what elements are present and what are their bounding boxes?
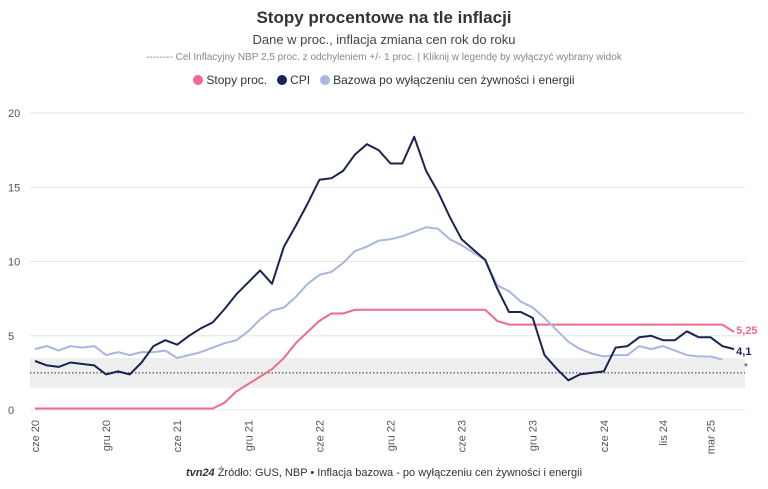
series-line-2 [34,226,723,361]
end-label: 5,25 [736,325,757,337]
series-line-1 [34,135,735,382]
legend-dot-icon [277,75,288,85]
legend-item-rates[interactable]: Stopy proc. [193,73,267,87]
x-tick-label: mar 25 [705,420,717,454]
x-tick-label: cze 20 [30,420,42,452]
x-tick-label: lis 24 [658,420,670,446]
source-text: Źródło: GUS, NBP • Inflacja bazowa - po … [217,467,583,479]
footer: tvn24 Źródło: GUS, NBP • Inflacja bazowa … [0,467,768,479]
y-tick-label: 20 [8,108,20,120]
legend-label: CPI [290,73,311,87]
y-tick-label: 5 [8,331,14,343]
x-tick-label: gru 22 [386,420,398,451]
y-tick-label: 15 [8,182,20,194]
legend-dot-icon [193,75,204,85]
tvn24-logo: tvn24 [185,467,215,479]
x-tick-label: cze 23 [457,420,469,452]
chart-note: -------- Cel Inflacyjny NBP 2,5 proc. z … [146,52,622,63]
x-tick-label: cze 24 [599,420,611,452]
legend-dot-icon [320,75,331,85]
x-tick-label: gru 20 [101,420,113,451]
x-tick-label: cze 21 [172,420,184,452]
target-marker: * [744,362,748,373]
y-tick-label: 10 [8,257,20,269]
x-tick-label: gru 21 [243,420,255,451]
x-tick-label: cze 22 [314,420,326,452]
x-tick-label: gru 23 [528,420,540,451]
chart-subtitle: Dane w proc., inflacja zmiana cen rok do… [252,32,516,47]
y-tick-label: 0 [8,405,14,417]
end-label: 4,1 [736,346,751,358]
series-line-0 [35,308,735,410]
legend-item-cpi[interactable]: CPI [277,73,310,87]
legend-label: Stopy proc. [206,73,268,87]
legend-item-core[interactable]: Bazowa po wyłączeniu cen żywności i ener… [320,73,575,87]
chart-title: Stopy procentowe na tle inflacji [256,8,512,27]
legend-label: Bazowa po wyłączeniu cen żywności i ener… [333,73,575,87]
legend: Stopy proc. CPI Bazowa po wyłączeniu cen… [0,73,768,87]
